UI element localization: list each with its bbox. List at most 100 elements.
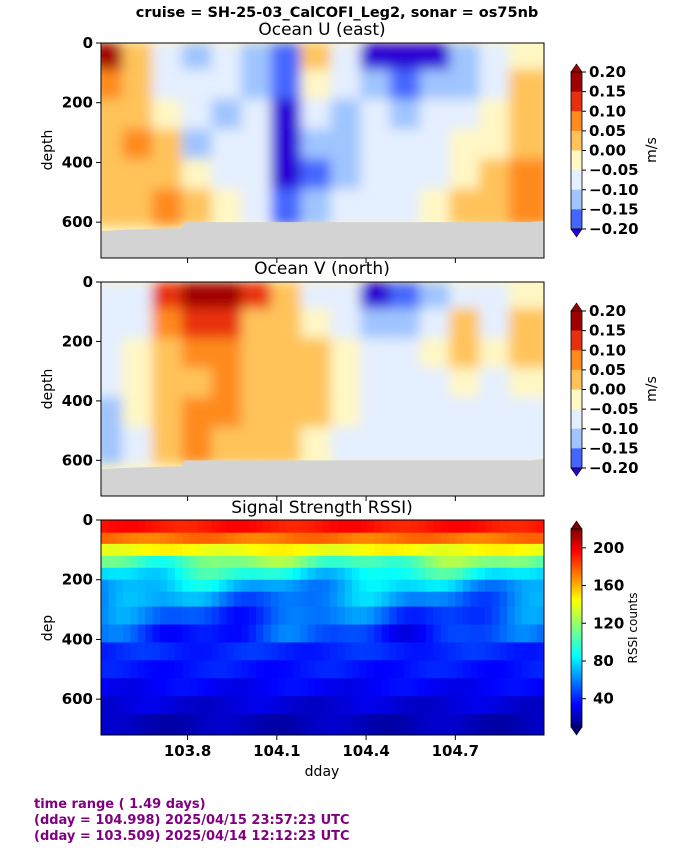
heatmap-cell xyxy=(241,714,250,735)
heatmap-cell xyxy=(285,591,294,608)
colorbar-extend-max xyxy=(570,302,583,312)
heatmap-cell xyxy=(396,696,405,715)
heatmap-cell xyxy=(241,567,250,581)
heatmap-cell xyxy=(514,660,523,679)
heatmap-cell xyxy=(123,714,132,735)
heatmap-cell xyxy=(337,714,346,735)
heatmap-cell xyxy=(300,567,309,581)
heatmap-cell xyxy=(337,532,346,545)
heatmap-cell xyxy=(322,660,331,679)
heatmap-cell xyxy=(167,624,176,644)
x-tick-label: 104.4 xyxy=(342,742,389,760)
heatmap-cell xyxy=(329,624,338,644)
heatmap-cell xyxy=(219,696,228,715)
heatmap-cell xyxy=(507,520,516,534)
heatmap-cell xyxy=(160,714,169,735)
heatmap-cell xyxy=(307,642,316,661)
heatmap-cell xyxy=(145,696,154,715)
heatmap-cell xyxy=(152,555,161,569)
panel-ocean-u: Ocean U (east) 0 200 400 600 depth 0.20 0.15… xyxy=(40,20,660,263)
heatmap-cell xyxy=(470,714,479,735)
heatmap-cell xyxy=(278,579,287,593)
heatmap-cell xyxy=(160,591,169,608)
heatmap-cell xyxy=(462,532,471,545)
heatmap-cell xyxy=(315,624,324,644)
heatmap-cell xyxy=(226,532,235,545)
heatmap-cell xyxy=(123,567,132,581)
heatmap-cell xyxy=(455,579,464,593)
heatmap-cell xyxy=(507,579,516,593)
heatmap-cell xyxy=(137,555,146,569)
heatmap-cell xyxy=(352,555,361,569)
heatmap-cell xyxy=(484,606,493,626)
heatmap-cell xyxy=(329,567,338,581)
heatmap-cell xyxy=(425,696,434,715)
heatmap-cell xyxy=(226,714,235,735)
heatmap-cell xyxy=(315,579,324,593)
heatmap-cell xyxy=(219,520,228,534)
heatmap-cell xyxy=(396,579,405,593)
heatmap-cell xyxy=(315,660,324,679)
heatmap-cell xyxy=(529,696,538,715)
heatmap-cell xyxy=(315,555,324,569)
heatmap-cell xyxy=(285,555,294,569)
heatmap-cell xyxy=(529,678,538,697)
heatmap-cell xyxy=(477,678,486,697)
heatmap-cell xyxy=(270,520,279,534)
heatmap-cell xyxy=(123,520,132,534)
heatmap-cell xyxy=(411,532,420,545)
heatmap-cell xyxy=(167,555,176,569)
heatmap-cell xyxy=(366,555,375,569)
heatmap-cell xyxy=(182,555,191,569)
heatmap-cell xyxy=(196,579,205,593)
heatmap-cell xyxy=(108,714,117,735)
heatmap-cell xyxy=(123,543,132,557)
heatmap-cell xyxy=(433,696,442,715)
colorbar-tick-label: 200 xyxy=(593,539,624,557)
heatmap-cell xyxy=(167,567,176,581)
colorbar-band xyxy=(571,170,582,191)
heatmap-cell xyxy=(492,520,501,534)
heatmap-cell xyxy=(440,642,449,661)
heatmap-cell xyxy=(352,624,361,644)
heatmap-cell xyxy=(292,591,301,608)
heatmap-cell xyxy=(130,579,139,593)
heatmap-cell xyxy=(226,642,235,661)
heatmap-cell xyxy=(514,579,523,593)
heatmap-cell xyxy=(470,555,479,569)
heatmap-cell xyxy=(521,579,530,593)
heatmap-cell xyxy=(477,714,486,735)
heatmap-cell xyxy=(492,606,501,626)
heatmap-cell xyxy=(263,660,272,679)
panel-title: Signal Strength RSSI) xyxy=(231,498,413,518)
colorbar-tick-label: −0.10 xyxy=(589,181,639,199)
colorbar-label: RSSI counts xyxy=(626,592,640,663)
plot-frame xyxy=(100,281,545,497)
heatmap-cell xyxy=(285,606,294,626)
y-axis: 0 200 400 600 xyxy=(62,34,101,231)
heatmap-cell xyxy=(182,606,191,626)
heatmap-cell xyxy=(101,624,109,644)
heatmap-cell xyxy=(248,642,257,661)
colorbar-band xyxy=(571,448,582,469)
heatmap-cell xyxy=(418,624,427,644)
heatmap-cell xyxy=(366,579,375,593)
heatmap-cell xyxy=(248,543,257,557)
heatmap-cell xyxy=(174,624,183,644)
heatmap-cell xyxy=(196,660,205,679)
heatmap-cell xyxy=(211,714,220,735)
heatmap-cell xyxy=(130,696,139,715)
heatmap-cell xyxy=(307,567,316,581)
heatmap-cell xyxy=(248,606,257,626)
heatmap-cell xyxy=(477,567,486,581)
heatmap-cell xyxy=(521,696,530,715)
heatmap-cell xyxy=(292,642,301,661)
heatmap-cell xyxy=(292,696,301,715)
heatmap-cell xyxy=(233,714,242,735)
heatmap-cell xyxy=(167,532,176,545)
heatmap-cell xyxy=(440,555,449,569)
heatmap-cell xyxy=(307,624,316,644)
heatmap-cell xyxy=(196,543,205,557)
